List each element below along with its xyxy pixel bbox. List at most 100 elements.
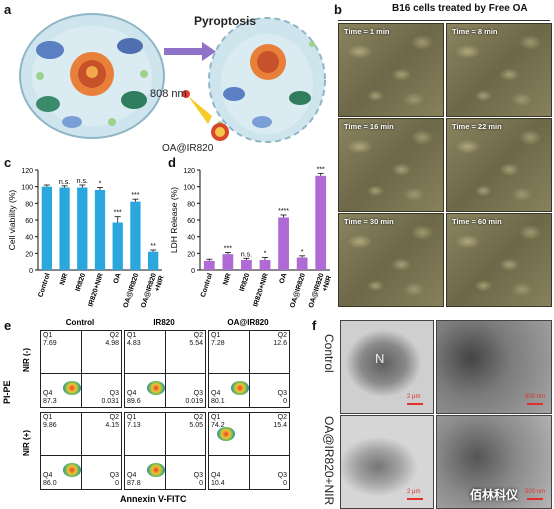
- ldh-bar: [241, 260, 252, 270]
- ldh-significance-label: n.s.: [241, 251, 252, 258]
- viability-y-label: Cell viability (%): [7, 190, 17, 251]
- viability-y-tick-label: 120: [21, 168, 33, 175]
- quadrant-value: Q1 7.13: [127, 414, 141, 429]
- quadrant-value: Q1 7.28: [211, 332, 225, 347]
- ldh-significance-label: *: [301, 249, 304, 256]
- viability-bar: [59, 187, 70, 270]
- viability-bar: [112, 222, 123, 270]
- timelapse-time-label: Time = 30 min: [344, 217, 394, 226]
- tem-image-control-low: N 2 μm: [340, 320, 434, 414]
- panel-e-letter: e: [4, 318, 12, 333]
- viability-y-tick-label: 20: [25, 251, 33, 258]
- quadrant-gate-v: [165, 331, 166, 407]
- viability-y-tick-label: 60: [25, 218, 33, 225]
- flow-column-title: OA@IR820: [227, 318, 269, 327]
- quadrant-gate-v: [81, 413, 82, 489]
- cell-population-cloud: [147, 381, 165, 395]
- flow-row-label: NIR (+): [22, 430, 31, 456]
- viability-y-tick-label: 40: [25, 235, 33, 242]
- flow-plot: Q1 74.2 Q2 15.4 Q4 10.4 Q3 0: [208, 412, 290, 490]
- viability-bar: [41, 186, 52, 270]
- tem-image-treated-high: 500 nm: [436, 415, 552, 509]
- panel-c-letter: c: [4, 155, 12, 170]
- quadrant-value: Q4 87.8: [127, 472, 141, 487]
- quadrant-value: Q2 12.6: [273, 332, 287, 347]
- timelapse-frame: Time = 8 min: [446, 23, 552, 117]
- quadrant-value: Q1 9.86: [43, 414, 57, 429]
- ldh-category-label: IR820+NIR: [252, 272, 269, 307]
- scale-bar: [407, 403, 423, 405]
- ldh-y-tick-label: 100: [183, 185, 195, 192]
- ldh-bar: [296, 257, 308, 270]
- quadrant-gate-v: [249, 413, 250, 489]
- viability-category-label: OA@IR820+NIR: [140, 272, 165, 311]
- panel-b-title-rule: [338, 20, 550, 21]
- flow-plot: Q1 7.69 Q2 4.98 Q4 87.3 Q3 0.031: [40, 330, 122, 408]
- nanoparticle-illustration: [211, 123, 229, 141]
- timelapse-time-label: Time = 16 min: [344, 122, 394, 131]
- ldh-release-chart: 0 20 40 60 80 100 120 LDH Release (%) Control ***…: [168, 162, 334, 327]
- intact-cell-illustration: [19, 13, 165, 139]
- panel-a-illustration: [12, 4, 330, 152]
- ldh-category-label: OA@IR820+NIR: [308, 272, 333, 311]
- flow-column-title: IR820: [153, 318, 175, 327]
- quadrant-value: Q3 0: [277, 390, 287, 405]
- timelapse-frame: Time = 22 min: [446, 118, 552, 212]
- timelapse-time-label: Time = 22 min: [452, 122, 502, 131]
- ldh-significance-label: ***: [317, 166, 325, 173]
- viability-significance-label: n.s.: [77, 178, 88, 185]
- ldh-bar: [315, 175, 327, 270]
- viability-significance-label: n.s.: [59, 179, 70, 186]
- timelapse-frame: Time = 1 min: [338, 23, 444, 117]
- viability-bar: [130, 201, 141, 270]
- scale-bar-label: 2 μm: [407, 489, 421, 495]
- quadrant-value: Q3 0.031: [101, 390, 119, 405]
- ldh-significance-label: ***: [224, 246, 232, 253]
- ldh-y-tick-label: 60: [187, 218, 195, 225]
- scale-bar-label: 2 μm: [407, 394, 421, 400]
- laser-wavelength-label: 808 nm: [150, 88, 187, 100]
- panel-b-letter: b: [334, 2, 342, 17]
- scale-bar: [527, 498, 543, 500]
- quadrant-value: Q4 87.3: [43, 390, 57, 405]
- scale-bar-label: 500 nm: [525, 394, 546, 400]
- ldh-y-tick-label: 20: [187, 251, 195, 258]
- quadrant-value: Q1 7.69: [43, 332, 57, 347]
- quadrant-value: Q1 74.2: [211, 414, 225, 429]
- viability-significance-label: **: [150, 243, 156, 250]
- cell-population-cloud: [217, 427, 235, 441]
- nanoparticle-label: OA@IR820: [162, 143, 214, 154]
- flow-plot: Q1 7.28 Q2 12.6 Q4 80.1 Q3 0: [208, 330, 290, 408]
- tem-image-control-high: 500 nm: [436, 320, 552, 414]
- cell-population-cloud: [63, 463, 81, 477]
- viability-category-label: IR820+NIR: [87, 272, 104, 307]
- flow-plot: Q1 4.83 Q2 5.54 Q4 89.6 Q3 0.019: [124, 330, 206, 408]
- cell-viability-chart: 0 20 40 60 80 100 120 Cell viability (%) Control…: [6, 162, 166, 327]
- viability-y-tick-label: 80: [25, 201, 33, 208]
- panel-a-letter: a: [4, 2, 12, 17]
- viability-y-tick-label: 0: [29, 268, 33, 275]
- flow-plot: Q1 9.86 Q2 4.15 Q4 86.0 Q3 0: [40, 412, 122, 490]
- quadrant-value: Q3 0.019: [185, 390, 203, 405]
- quadrant-value: Q2 4.15: [105, 414, 119, 429]
- ldh-y-tick-label: 40: [187, 235, 195, 242]
- quadrant-value: Q4 80.1: [211, 390, 225, 405]
- panel-b-title: B16 cells treated by Free OA: [392, 3, 528, 14]
- ldh-category-label: Control: [200, 272, 214, 298]
- viability-bar: [94, 190, 106, 270]
- ldh-bar: [222, 254, 234, 270]
- quadrant-value: Q2 5.05: [189, 414, 203, 429]
- ldh-y-tick-label: 0: [191, 268, 195, 275]
- viability-category-label: IR820: [75, 272, 87, 292]
- quadrant-value: Q2 15.4: [273, 414, 287, 429]
- panel-d-letter: d: [168, 155, 176, 170]
- cell-population-cloud: [231, 381, 249, 395]
- ldh-category-label: NIR: [222, 272, 232, 286]
- viability-significance-label: ***: [114, 210, 122, 217]
- flow-ylabel: PI-PE: [2, 380, 12, 404]
- ldh-y-tick-label: 120: [183, 168, 195, 175]
- quadrant-value: Q4 10.4: [211, 472, 225, 487]
- tem-image-treated-low: 2 μm: [340, 415, 434, 509]
- pyroptosis-label: Pyroptosis: [194, 14, 257, 28]
- viability-significance-label: ***: [131, 192, 139, 199]
